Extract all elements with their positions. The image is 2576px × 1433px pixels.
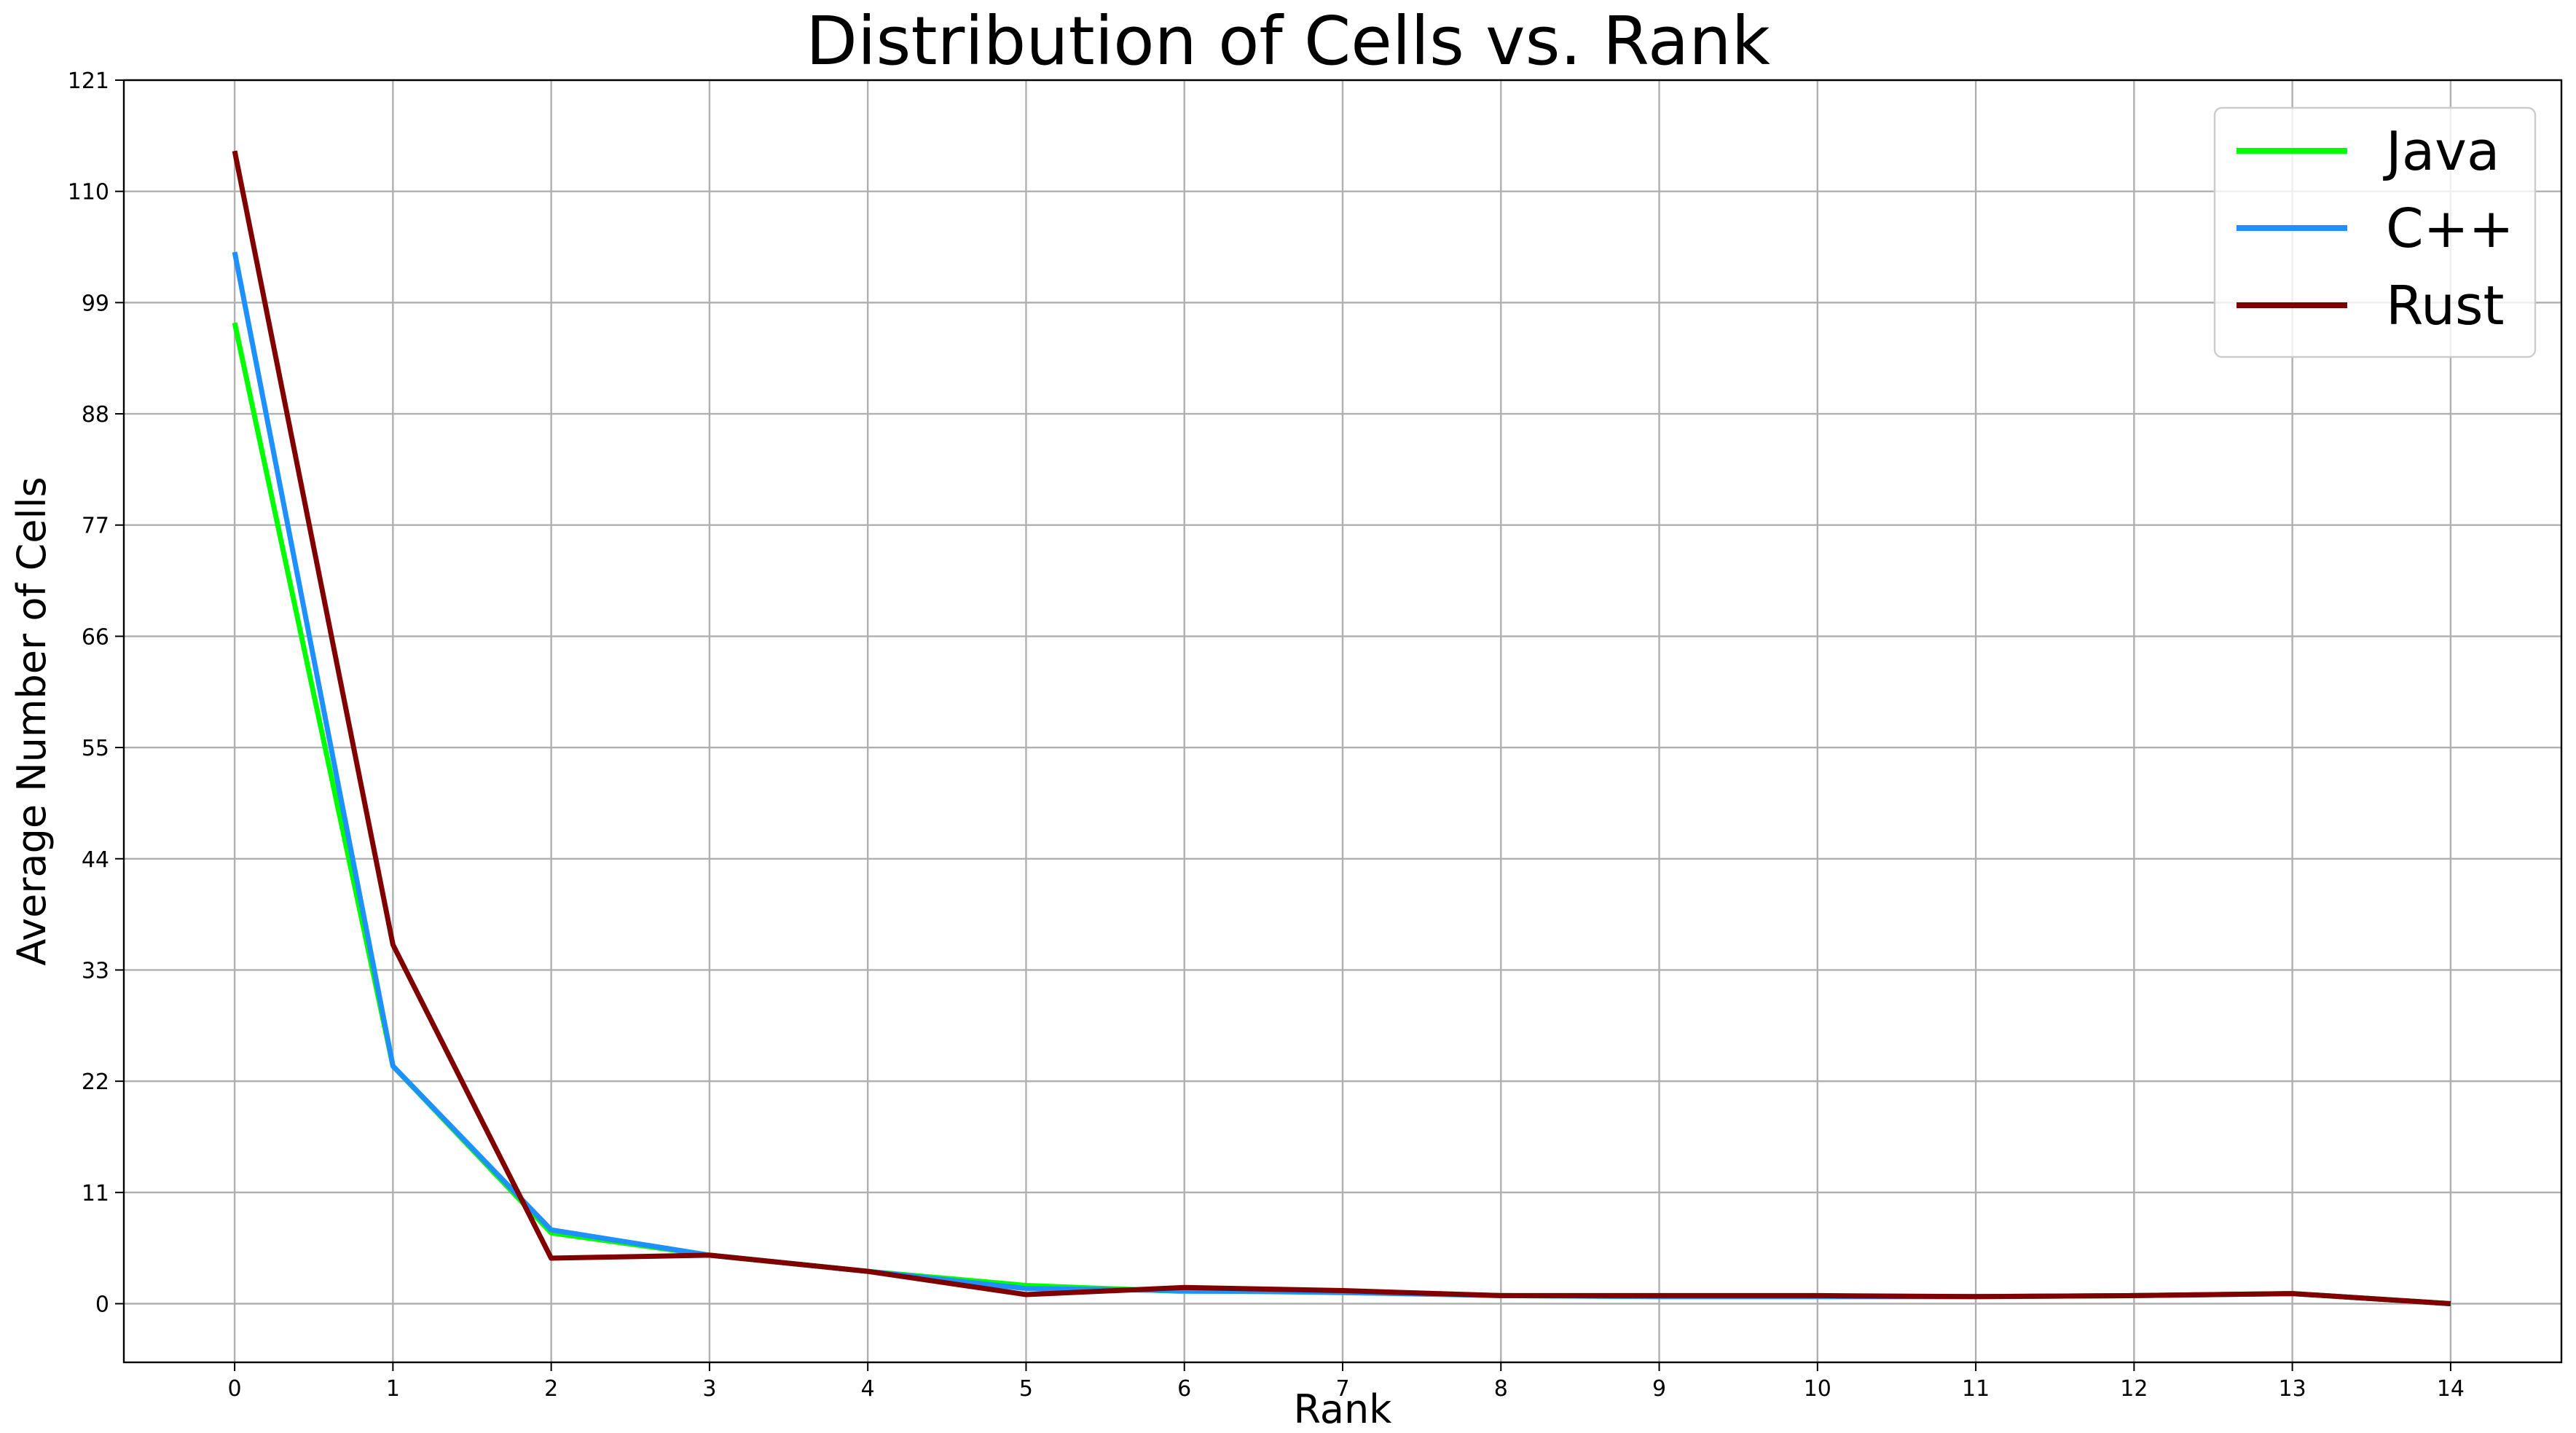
x-tick-label: 0 [228, 1376, 242, 1402]
y-tick-label: 99 [82, 291, 109, 316]
x-tick-label: 12 [2120, 1376, 2148, 1402]
y-tick-label: 55 [82, 736, 109, 761]
y-tick-label: 33 [82, 958, 109, 984]
x-tick-label: 8 [1494, 1376, 1508, 1402]
x-tick-label: 6 [1177, 1376, 1191, 1402]
legend-box [2213, 106, 2537, 358]
series-lines [232, 150, 2451, 1306]
legend-label: C++ [2386, 197, 2514, 260]
x-tick-label: 4 [861, 1376, 875, 1402]
legend-label: Rust [2386, 275, 2505, 337]
legend: Java C++ Rust [2213, 106, 2537, 358]
series-line-rust [232, 150, 2451, 1306]
x-tick-label: 9 [1652, 1376, 1666, 1402]
axis-ticks: 0 1 2 3 4 5 6 7 8 9 10 11 12 13 1401122334455667788991… [68, 68, 2465, 1402]
y-axis-title: Average Number of Cells [9, 476, 55, 965]
y-tick-label: 66 [82, 624, 109, 650]
x-axis-title: Rank [1294, 1386, 1393, 1432]
y-tick-label: 44 [82, 847, 109, 873]
x-tick-label: 13 [2279, 1376, 2306, 1402]
x-tick-label: 14 [2437, 1376, 2465, 1402]
legend-label: Java [2383, 120, 2500, 183]
x-tick-label: 5 [1019, 1376, 1033, 1402]
x-tick-label: 1 [386, 1376, 400, 1402]
y-tick-label: 88 [82, 402, 109, 428]
grid-lines [124, 79, 2561, 1362]
y-tick-label: 0 [95, 1292, 109, 1317]
x-tick-label: 2 [544, 1376, 558, 1402]
x-tick-label: 10 [1804, 1376, 1831, 1402]
x-tick-label: 3 [702, 1376, 716, 1402]
x-tick-label: 7 [1335, 1376, 1349, 1402]
y-tick-label: 110 [68, 180, 109, 205]
y-tick-label: 77 [82, 514, 109, 539]
y-tick-label: 11 [82, 1181, 109, 1206]
x-tick-label: 11 [1962, 1376, 1990, 1402]
y-tick-label: 121 [68, 68, 109, 94]
chart-title: Distribution of Cells vs. Rank [806, 2, 1770, 80]
y-tick-label: 22 [82, 1069, 109, 1095]
